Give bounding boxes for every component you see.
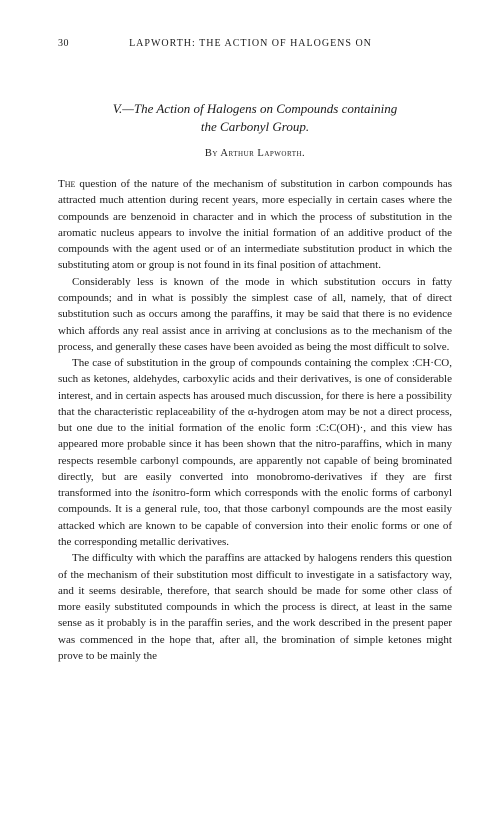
author-line: By Arthur Lapworth. — [58, 146, 452, 162]
author-prefix: By — [205, 148, 221, 159]
first-word: The — [58, 178, 75, 190]
header-spacer — [432, 36, 452, 52]
p1-rest: question of the nature of the mechanism … — [58, 178, 452, 271]
article-title: V.—The Action of Halogens on Compounds c… — [58, 100, 452, 136]
title-line-2: the Carbonyl Group. — [201, 119, 309, 134]
author-name: Arthur Lapworth. — [220, 148, 305, 159]
p3-iso: iso — [152, 487, 165, 499]
running-head: LAPWORTH: THE ACTION OF HALOGENS ON — [69, 36, 432, 52]
title-line-1: V.—The Action of Halogens on Compounds c… — [113, 101, 397, 116]
body-text: The question of the nature of the mechan… — [58, 176, 452, 664]
page-header: 30 LAPWORTH: THE ACTION OF HALOGENS ON — [58, 36, 452, 52]
paragraph-2: Considerably less is known of the mode i… — [58, 274, 452, 355]
paragraph-3: The case of substitution in the group of… — [58, 355, 452, 550]
p3-part-a: The case of substitution in the group of… — [58, 357, 452, 499]
page-number: 30 — [58, 36, 69, 52]
paragraph-4: The difficulty with which the paraffins … — [58, 550, 452, 664]
paragraph-1: The question of the nature of the mechan… — [58, 176, 452, 274]
